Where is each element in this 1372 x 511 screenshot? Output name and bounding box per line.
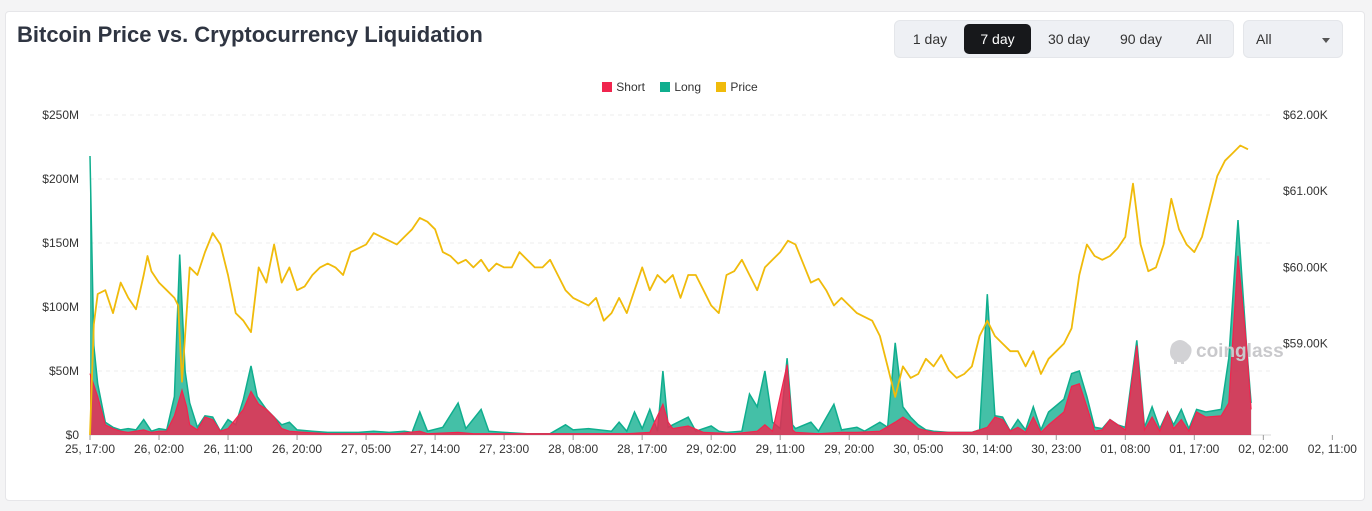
coinglass-watermark: coinglass <box>1170 340 1284 364</box>
legend-swatch-long <box>660 82 671 92</box>
x-tick-label: 01, 08:00 <box>1100 442 1150 456</box>
legend-item-price[interactable]: Price <box>716 80 758 94</box>
y-right-tick-label: $62.00K <box>1283 108 1328 122</box>
watermark-text: coinglass <box>1196 341 1284 362</box>
exchange-select-value: All <box>1256 31 1272 47</box>
range-1-day-button[interactable]: 1 day <box>912 31 948 47</box>
chart-legend: Short Long Price <box>0 80 1360 94</box>
legend-label-long: Long <box>674 80 702 94</box>
y-left-tick-label: $0 <box>66 428 80 442</box>
x-tick-label: 28, 17:00 <box>617 442 667 456</box>
y-left-tick-label: $250M <box>42 108 79 122</box>
page-title: Bitcoin Price vs. Cryptocurrency Liquida… <box>17 22 483 47</box>
x-tick-label: 02, 02:00 <box>1238 442 1288 456</box>
legend-swatch-short <box>602 82 613 92</box>
coinglass-logo-icon <box>1170 340 1192 364</box>
x-tick-label: 26, 11:00 <box>203 442 252 456</box>
range-all-button[interactable]: All <box>1196 31 1212 47</box>
y-left-tick-label: $50M <box>49 364 79 378</box>
time-range-group: 1 day 7 day 30 day 90 day All <box>894 20 1234 58</box>
y-left-tick-label: $200M <box>42 172 79 186</box>
y-left-tick-label: $100M <box>42 300 79 314</box>
y-right-tick-label: $59.00K <box>1283 337 1328 351</box>
range-7-day-button[interactable]: 7 day <box>964 24 1031 54</box>
range-30-day-button[interactable]: 30 day <box>1047 31 1091 47</box>
x-tick-label: 27, 05:00 <box>341 442 391 456</box>
axes: $0 $50M $100M $150M $200M $250M $59.00K $60.00K… <box>42 108 1357 456</box>
legend-label-price: Price <box>730 80 758 94</box>
x-tick-label: 30, 05:00 <box>893 442 943 456</box>
price-line <box>89 144 1249 436</box>
chevron-down-icon <box>1322 38 1330 43</box>
x-tick-label: 01, 17:00 <box>1169 442 1219 456</box>
legend-swatch-price <box>716 82 727 92</box>
x-tick-label: 26, 20:00 <box>272 442 322 456</box>
x-tick-label: 29, 20:00 <box>824 442 874 456</box>
x-tick-label: 27, 23:00 <box>479 442 529 456</box>
x-tick-label: 25, 17:00 <box>65 442 115 456</box>
x-tick-label: 30, 14:00 <box>962 442 1012 456</box>
x-tick-label: 27, 14:00 <box>410 442 460 456</box>
short-area <box>90 255 1252 435</box>
exchange-select[interactable]: All <box>1243 20 1343 58</box>
x-tick-label: 02, 11:00 <box>1308 442 1357 456</box>
y-right-tick-label: $60.00K <box>1283 260 1328 274</box>
series-areas <box>89 144 1252 436</box>
x-tick-label: 28, 08:00 <box>548 442 598 456</box>
legend-label-short: Short <box>616 80 645 94</box>
y-right-tick-label: $61.00K <box>1283 184 1328 198</box>
range-90-day-button[interactable]: 90 day <box>1119 31 1163 47</box>
x-tick-label: 29, 11:00 <box>756 442 805 456</box>
legend-item-long[interactable]: Long <box>660 80 701 94</box>
y-left-tick-label: $150M <box>42 236 79 250</box>
short-line <box>89 255 1252 435</box>
x-tick-label: 29, 02:00 <box>686 442 736 456</box>
legend-item-short[interactable]: Short <box>602 80 645 94</box>
x-tick-label: 26, 02:00 <box>134 442 184 456</box>
x-tick-label: 30, 23:00 <box>1031 442 1081 456</box>
